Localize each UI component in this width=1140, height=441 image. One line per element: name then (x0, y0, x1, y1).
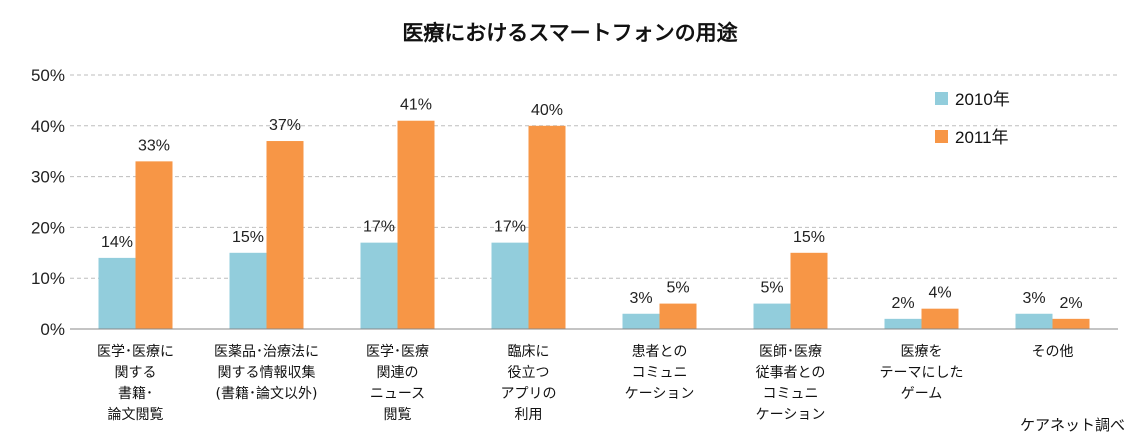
bar (659, 303, 697, 329)
category-label: 医療をテーマにしたゲーム (880, 343, 964, 402)
data-label: 40% (531, 102, 563, 119)
bar (266, 141, 304, 329)
y-tick-label: 0% (40, 320, 65, 339)
data-label: 2% (891, 295, 914, 312)
data-label: 5% (760, 280, 783, 297)
bar (229, 252, 267, 329)
bar (491, 242, 529, 329)
legend: 2010年 2011年 (935, 90, 1010, 147)
category-label: その他 (1032, 344, 1074, 360)
y-tick-label: 20% (31, 218, 65, 237)
bar (1015, 313, 1053, 329)
data-label: 17% (363, 219, 395, 236)
category-label: 医学･医療に関する書籍･論文閲覧 (97, 343, 174, 423)
data-label: 33% (138, 137, 170, 154)
source-note: ケアネット調べ (1020, 416, 1125, 434)
legend-swatch (935, 92, 948, 105)
data-label: 2% (1059, 295, 1082, 312)
data-label: 41% (400, 97, 432, 114)
legend-swatch (935, 130, 948, 143)
data-label: 15% (232, 229, 264, 246)
y-tick-label: 50% (31, 66, 65, 85)
y-tick-label: 40% (31, 117, 65, 136)
data-label: 4% (928, 285, 951, 302)
legend-label: 2011年 (955, 128, 1009, 147)
bars (98, 120, 1090, 329)
bar (528, 125, 566, 329)
category-labels: 医学･医療に関する書籍･論文閲覧医薬品･治療法に関する情報収集(書籍･論文以外)… (97, 343, 1074, 423)
category-label: 医薬品･治療法に関する情報収集(書籍･論文以外) (214, 343, 319, 402)
category-label: 医学･医療関連のニュース閲覧 (366, 343, 429, 423)
data-label: 3% (629, 290, 652, 307)
bar (753, 303, 791, 329)
data-label: 14% (101, 234, 133, 251)
bar (135, 161, 173, 329)
data-label: 3% (1022, 290, 1045, 307)
data-label: 5% (666, 280, 689, 297)
bar (1052, 318, 1090, 329)
bar (360, 242, 398, 329)
data-label: 15% (793, 229, 825, 246)
legend-label: 2010年 (955, 90, 1010, 109)
bar (790, 252, 828, 329)
y-axis-ticks: 0% 10% 20% 30% 40% 50% (31, 66, 65, 339)
bar (98, 257, 136, 329)
category-label: 臨床に役立つアプリの利用 (501, 344, 557, 423)
data-labels: 14% 15% 17% 17% 3% 5% 2% 3% 33% 37% 41% 40% 5% 15% 4% 2… (101, 97, 1083, 312)
bar (622, 313, 660, 329)
y-tick-label: 30% (31, 168, 65, 187)
bar (921, 308, 959, 329)
y-tick-label: 10% (31, 269, 65, 288)
chart-title: 医療におけるスマートフォンの用途 (402, 21, 738, 45)
data-label: 17% (494, 219, 526, 236)
bar (397, 120, 435, 329)
bar (884, 318, 922, 329)
category-label: 患者とのコミュニケーション (625, 344, 695, 402)
category-label: 医師･医療従事者とのコミュニケーション (756, 343, 826, 423)
data-label: 37% (269, 117, 301, 134)
